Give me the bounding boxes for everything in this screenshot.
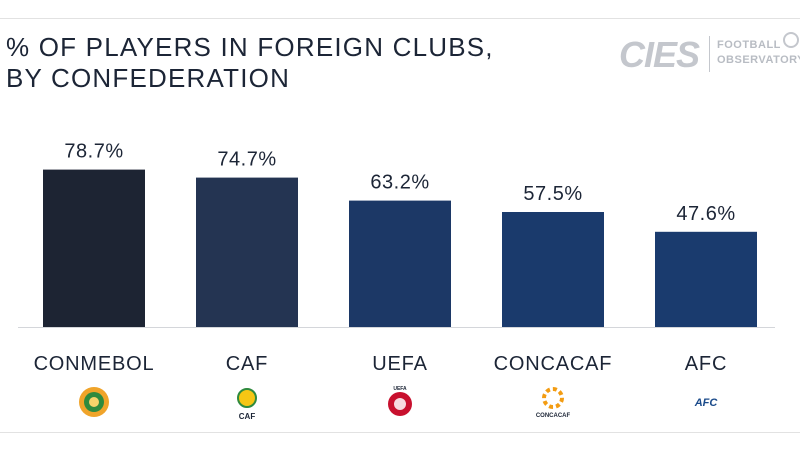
cies-wordmark: CIES [619,34,700,75]
afc-logo: AFC [694,397,719,409]
category-label-conmebol: CONMEBOL [34,353,155,375]
bar-caf [196,177,298,327]
caf-logo: CAF [237,388,257,421]
chart-title-line-1: % OF PLAYERS IN FOREIGN CLUBS, [6,32,494,62]
value-label-conmebol: 78.7% [64,141,123,163]
category-label-afc: AFC [685,353,727,375]
bar-concacaf [502,212,604,327]
brand-separator [709,36,710,72]
value-label-afc: 47.6% [676,203,735,225]
cies-brand-logo: CIES FOOTBALL OBSERVATORY [615,24,800,80]
conmebol-logo [79,387,109,417]
category-label-concacaf: CONCACAF [494,353,613,375]
svg-text:CONCACAF: CONCACAF [536,413,571,419]
concacaf-logo: CONCACAF [536,387,571,419]
top-divider [0,18,800,19]
bar-uefa [349,200,451,327]
category-label-uefa: UEFA [372,353,427,375]
chart-title-line-2: BY CONFEDERATION [6,63,291,93]
brand-subtitle-line-2: OBSERVATORY [717,54,800,66]
svg-text:CAF: CAF [239,412,256,421]
chart-title: % OF PLAYERS IN FOREIGN CLUBS, BY CONFED… [6,32,494,94]
bar-afc [655,231,757,327]
category-label-caf: CAF [226,353,268,375]
brand-subtitle: FOOTBALL OBSERVATORY [717,38,800,68]
brand-subtitle-line-1: FOOTBALL [717,39,781,51]
svg-text:AFC: AFC [694,397,719,409]
uefa-logo: UEFA [388,386,412,416]
bottom-divider [0,432,800,433]
value-label-uefa: 63.2% [370,172,429,194]
value-label-concacaf: 57.5% [523,183,582,205]
football-icon [783,32,799,48]
bar-conmebol [43,169,145,327]
svg-text:UEFA: UEFA [393,386,407,392]
value-label-caf: 74.7% [217,149,276,171]
